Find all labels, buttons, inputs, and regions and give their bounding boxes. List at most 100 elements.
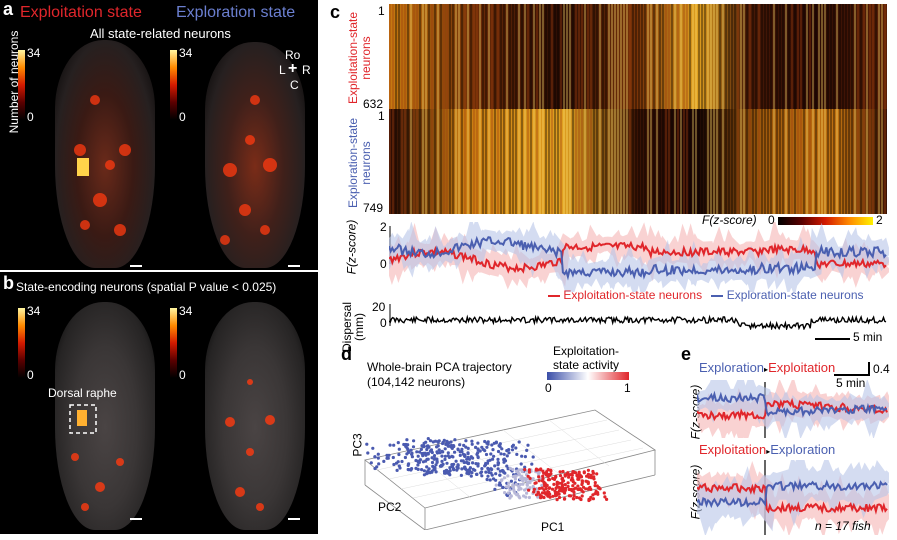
heatmap-column [587,4,589,214]
pca-point [494,478,498,482]
pca-point [458,453,462,457]
pca-point [486,442,490,446]
pca-point [527,488,531,492]
pca-point [476,464,480,468]
pca-point [577,472,581,476]
heatmap-column [770,4,772,214]
heatmap-exploitation-block [389,4,887,109]
heatmap-column [800,4,802,214]
pca-point [466,446,470,450]
pca-point [478,449,482,453]
pca-point [426,469,430,473]
heatmap-column [491,4,493,214]
heatmap-column [848,4,850,214]
panel-a-title-exploitation: Exploitation state [20,4,142,21]
pca-point [440,449,444,453]
heatmap-column [437,4,439,214]
heatmap-column [656,4,658,214]
pca-point [547,478,552,482]
heatmap-column [785,4,787,214]
panel-b-letter: b [3,273,14,293]
pca-point [534,481,538,485]
pca-point [572,497,576,501]
pca-point [369,461,373,465]
pca-point [432,457,436,461]
pca-point [555,498,559,502]
pca-point [505,464,509,468]
pca-point [426,451,430,455]
pca-point [456,447,460,451]
pca-point [557,481,561,485]
heatmap-column [554,4,556,214]
heatmap-column [842,4,844,214]
heatmap-column [434,4,436,214]
pca-point [551,476,555,481]
heatmap-column [539,4,541,214]
pca-point [441,440,445,444]
pca-point [576,484,580,488]
heatmap-column [578,4,580,214]
heatmap-column [815,4,817,214]
pca-point [579,475,584,479]
heatmap-column [392,4,394,214]
pca-axis-pc1: PC1 [541,520,565,534]
pca-point [530,462,534,466]
heatmap-column [584,4,586,214]
heatmap-column [740,4,742,214]
pca-point [586,472,590,476]
heatmap-column [689,4,691,214]
pca-point [376,456,380,460]
heatmap-column [665,4,667,214]
pca-point [563,483,567,487]
pca-point [519,477,523,481]
panel-d-letter: d [341,344,352,364]
heatmap-column [455,4,457,214]
pca-point [373,455,377,459]
pca-point [421,444,426,448]
heatmap-column [659,4,661,214]
pca-point [507,481,511,485]
pca-point [476,441,480,445]
pca-point [448,444,452,448]
pca-point [511,483,515,487]
trace-legend: Exploitation-state neurons Exploration-s… [548,288,864,302]
heatmap-column [623,4,625,214]
pca-point [545,483,549,488]
heatmap-column [812,4,814,214]
heatmap-column [638,4,640,214]
heatmap-column [482,4,484,214]
pca-point [509,479,513,483]
pca-point [526,474,530,478]
pca-point [435,451,440,455]
pca-point [487,470,491,474]
panel-e-bottom-title: Exploitation▸Exploration [699,442,835,457]
pca-point [561,469,565,474]
pca-point [396,460,400,464]
panel-a-colorbar-right [170,50,177,120]
heatmap-column [581,4,583,214]
heatmap-column [680,4,682,214]
pca-point [392,462,396,467]
pca-point [500,468,505,473]
pca-point [456,463,460,467]
pca-point [406,443,410,447]
dorsal-raphe-label: Dorsal raphe [48,386,117,400]
heatmap-column [803,4,805,214]
pca-point [416,459,420,463]
pca-point [537,486,542,491]
heatmap-column [401,4,403,214]
pca-point [376,452,380,456]
heatmap-column [671,4,673,214]
pca-point [443,454,447,458]
heatmap-column [560,4,562,214]
pca-point [455,468,459,472]
brain-exploration [205,42,305,268]
pca-point [552,482,556,486]
pca-point [431,440,435,444]
panel-a-image: a Exploitation state Exploration state A… [0,0,318,270]
pca-point [532,487,536,491]
heatmap-column [470,4,472,214]
heatmap-column [716,4,718,214]
pca-point [466,451,470,455]
pca-point [494,472,498,476]
